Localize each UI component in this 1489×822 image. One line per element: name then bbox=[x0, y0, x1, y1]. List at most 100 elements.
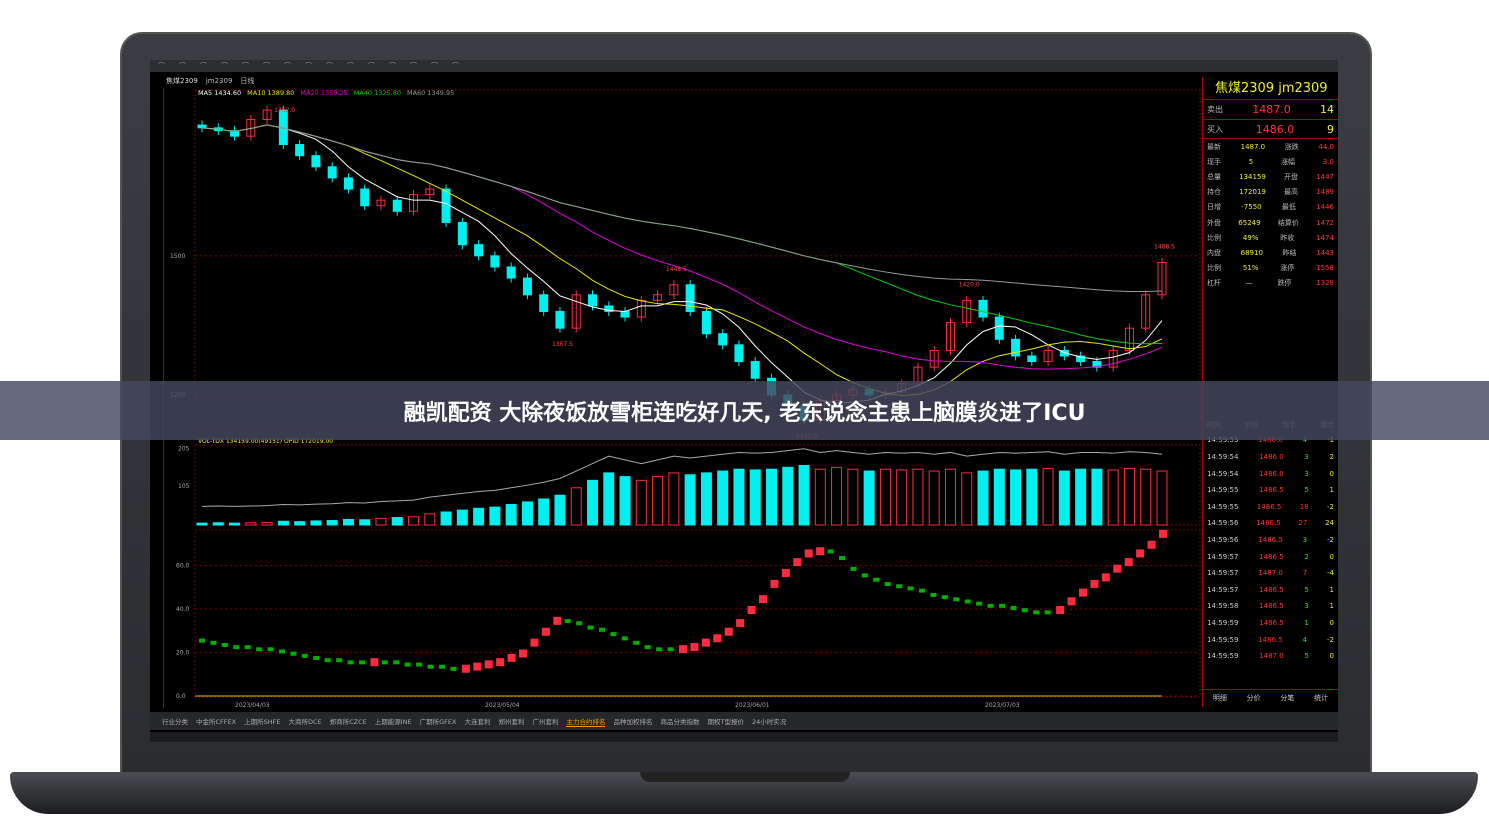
candle-body bbox=[1141, 294, 1151, 329]
tick-cell: 1486.5 bbox=[1259, 619, 1284, 628]
indicator-mark bbox=[747, 606, 756, 614]
stat-cell: -7550 bbox=[1241, 203, 1262, 212]
bid-qty: 9 bbox=[1327, 122, 1334, 136]
stat-cell: 51% bbox=[1242, 264, 1259, 273]
rect-tool-icon[interactable]: ⌒ bbox=[263, 62, 270, 70]
stat-cell: 1487.0 bbox=[1240, 142, 1266, 151]
candle-body bbox=[653, 294, 663, 301]
x-tick-label: 2023/06/01 bbox=[735, 702, 770, 709]
exchange-tab[interactable]: 上期能源INE bbox=[374, 718, 412, 726]
tick-row: 14:59:56 1486.5 3 -2 bbox=[1203, 532, 1338, 549]
stat-cell: 总量 bbox=[1207, 172, 1221, 181]
volume-bar bbox=[798, 464, 810, 526]
tick-row: 14:59:54 1486.0 3 2 bbox=[1203, 449, 1338, 466]
period-select[interactable]: 日线 bbox=[240, 77, 255, 85]
volume-tick-label: 205 bbox=[178, 446, 190, 453]
price-annotation: 1762.0 bbox=[274, 107, 295, 114]
volume-bar bbox=[277, 520, 289, 526]
volume-bar bbox=[944, 468, 956, 526]
candle-body bbox=[392, 199, 402, 212]
panel-frame bbox=[194, 444, 1201, 526]
volume-bar bbox=[912, 468, 924, 526]
indicator-mark bbox=[930, 592, 937, 597]
tick-cell: 1486.5 bbox=[1258, 635, 1283, 644]
indicator-mark bbox=[999, 603, 1005, 608]
tick-cell: 14:59:57 bbox=[1207, 585, 1239, 594]
fib-tool-icon[interactable]: ⌒ bbox=[326, 62, 333, 70]
stat-cell: 涨停 bbox=[1280, 264, 1295, 273]
tick-cell: 1486.5 bbox=[1258, 536, 1283, 545]
indicator-mark bbox=[233, 645, 240, 650]
candle-body bbox=[604, 305, 614, 312]
exchange-tab[interactable]: 广期所GFEX bbox=[419, 718, 457, 726]
exchange-tab[interactable]: 大商所DCE bbox=[288, 718, 322, 726]
triangle-tool-icon[interactable]: ⌒ bbox=[452, 62, 459, 70]
tick-row: 14:59:57 1486.5 2 0 bbox=[1203, 548, 1338, 565]
volume-bar bbox=[847, 468, 859, 526]
indicator-mark bbox=[370, 658, 379, 667]
quote-tab[interactable]: 统计 bbox=[1314, 694, 1329, 702]
line-tool-icon[interactable]: ⌒ bbox=[179, 62, 186, 70]
exchange-tab[interactable]: 行业分类 bbox=[162, 718, 188, 726]
tick-cell: 5 bbox=[1304, 585, 1309, 594]
price-annotation: 1420.0 bbox=[959, 281, 980, 288]
quote-tab[interactable]: 明细 bbox=[1212, 694, 1227, 702]
arc-tool-icon[interactable]: ⌒ bbox=[305, 62, 312, 70]
candle-body bbox=[962, 299, 972, 324]
volume-bar bbox=[879, 468, 891, 526]
channel-tool-icon[interactable]: ⌒ bbox=[242, 62, 249, 70]
text-tool-icon[interactable]: ⌒ bbox=[347, 62, 354, 70]
indicator-mark bbox=[919, 588, 925, 593]
ellipse-tool-icon[interactable]: ⌒ bbox=[284, 62, 291, 70]
exchange-tab[interactable]: 主力合约排名 bbox=[566, 717, 606, 727]
volume-bar bbox=[1123, 467, 1135, 526]
indicator-mark bbox=[941, 595, 948, 600]
indicator-mark bbox=[987, 603, 994, 608]
ask-row: 卖出 1487.0 14 bbox=[1203, 99, 1338, 119]
tick-cell: 14:59:59 bbox=[1207, 652, 1239, 661]
tick-list: 时间价位现手增仓14:59:531486.04-114:59:541486.03… bbox=[1203, 417, 1338, 665]
indicator-mark bbox=[1033, 610, 1040, 615]
stat-cell: 昨结 bbox=[1282, 248, 1297, 257]
volume-bar bbox=[1010, 469, 1022, 526]
indicator-mark bbox=[1010, 606, 1017, 610]
stat-cell: 日增 bbox=[1207, 203, 1221, 212]
indicator-mark bbox=[336, 658, 343, 663]
indicator-mark bbox=[1079, 588, 1087, 597]
wave-tool-icon[interactable]: ⌒ bbox=[368, 62, 375, 70]
quote-tab[interactable]: 分价 bbox=[1246, 694, 1261, 702]
ma-legend-item: MA10 1389.80 bbox=[247, 89, 295, 97]
pitchfork-tool-icon[interactable]: ⌒ bbox=[389, 62, 396, 70]
exchange-tab[interactable]: 上期所SHFE bbox=[244, 718, 281, 726]
exchange-tab[interactable]: 广州套利 bbox=[532, 718, 559, 726]
exchange-tab[interactable]: 期权T型报价 bbox=[707, 718, 744, 726]
exchange-tab[interactable]: 大连套利 bbox=[464, 718, 491, 726]
exchange-tab[interactable]: 郑州套利 bbox=[498, 718, 525, 726]
tick-cell: 5 bbox=[1304, 652, 1309, 661]
exchange-tab[interactable]: 郑商所CZCE bbox=[329, 718, 367, 726]
ray-tool-icon[interactable]: ⌒ bbox=[200, 62, 207, 70]
gann-tool-icon[interactable]: ⌒ bbox=[410, 62, 417, 70]
stat-cell: 1474 bbox=[1316, 233, 1334, 242]
candle-body bbox=[636, 299, 646, 318]
symbol-name[interactable]: 焦煤2309 bbox=[166, 77, 198, 85]
cycle-tool-icon[interactable]: ⌒ bbox=[431, 62, 438, 70]
exchange-tab[interactable]: 中金所CFFEX bbox=[196, 718, 237, 726]
exchange-tab[interactable]: 商品分类指数 bbox=[660, 718, 700, 726]
indicator-mark bbox=[770, 579, 779, 588]
stat-cell: 1558 bbox=[1316, 264, 1334, 273]
tick-cell: 14:59:54 bbox=[1207, 469, 1239, 478]
indicator-mark bbox=[679, 645, 687, 654]
cursor-tool-icon[interactable]: ⌒ bbox=[158, 62, 165, 70]
candle-body bbox=[295, 144, 305, 157]
exchange-tab[interactable]: 24小时实况 bbox=[751, 718, 787, 726]
indicator-mark bbox=[1067, 597, 1076, 606]
volume-bar bbox=[765, 468, 777, 526]
arrow-tool-icon[interactable]: ⌒ bbox=[221, 62, 228, 70]
stat-cell: 1328 bbox=[1316, 279, 1334, 288]
ask-label: 卖出 bbox=[1207, 105, 1223, 114]
quote-tab[interactable]: 分笔 bbox=[1280, 694, 1295, 702]
indicator-mark bbox=[701, 638, 710, 647]
tick-cell: -4 bbox=[1327, 569, 1334, 578]
exchange-tab[interactable]: 品种加权排名 bbox=[613, 718, 653, 726]
